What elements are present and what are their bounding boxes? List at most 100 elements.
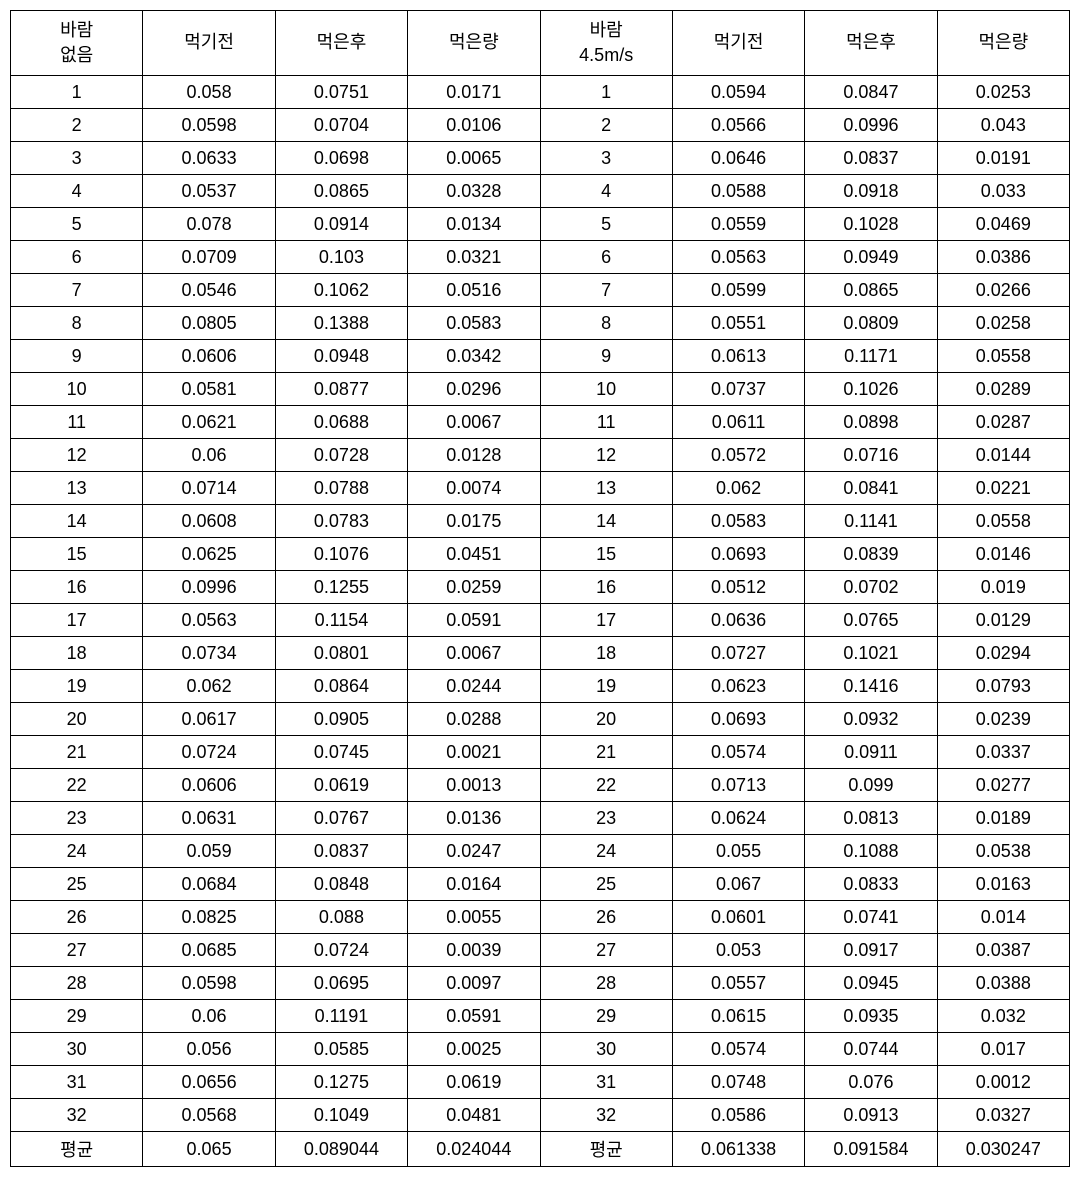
table-cell: 0.0128 bbox=[408, 439, 540, 472]
table-cell: 0.091584 bbox=[805, 1132, 937, 1167]
table-cell: 3 bbox=[540, 142, 672, 175]
table-cell: 22 bbox=[11, 769, 143, 802]
table-cell: 18 bbox=[11, 637, 143, 670]
table-cell: 0.0253 bbox=[937, 76, 1069, 109]
table-cell: 0.058 bbox=[143, 76, 275, 109]
table-cell: 0.030247 bbox=[937, 1132, 1069, 1167]
table-row: 290.060.11910.0591290.06150.09350.032 bbox=[11, 1000, 1070, 1033]
table-cell: 0.0247 bbox=[408, 835, 540, 868]
table-cell: 31 bbox=[540, 1066, 672, 1099]
table-cell: 0.0693 bbox=[672, 538, 804, 571]
table-row: 220.06060.06190.0013220.07130.0990.0277 bbox=[11, 769, 1070, 802]
table-cell: 0.024044 bbox=[408, 1132, 540, 1167]
table-cell: 0.0911 bbox=[805, 736, 937, 769]
table-cell: 22 bbox=[540, 769, 672, 802]
table-cell: 0.0801 bbox=[275, 637, 407, 670]
table-cell: 6 bbox=[11, 241, 143, 274]
table-cell: 0.1388 bbox=[275, 307, 407, 340]
table-row: 270.06850.07240.0039270.0530.09170.0387 bbox=[11, 934, 1070, 967]
table-row: 180.07340.08010.0067180.07270.10210.0294 bbox=[11, 637, 1070, 670]
table-row: 140.06080.07830.0175140.05830.11410.0558 bbox=[11, 505, 1070, 538]
table-cell: 0.0097 bbox=[408, 967, 540, 1000]
table-row: 80.08050.13880.058380.05510.08090.0258 bbox=[11, 307, 1070, 340]
table-cell: 0.0164 bbox=[408, 868, 540, 901]
table-cell: 0.0709 bbox=[143, 241, 275, 274]
table-cell: 14 bbox=[540, 505, 672, 538]
table-cell: 0.0551 bbox=[672, 307, 804, 340]
table-cell: 0.043 bbox=[937, 109, 1069, 142]
table-cell: 0.014 bbox=[937, 901, 1069, 934]
table-header-row: 바람없음먹기전먹은후먹은량바람4.5m/s먹기전먹은후먹은량 bbox=[11, 11, 1070, 76]
table-cell: 0.0684 bbox=[143, 868, 275, 901]
table-cell: 0.067 bbox=[672, 868, 804, 901]
table-cell: 0.0013 bbox=[408, 769, 540, 802]
table-cell: 28 bbox=[540, 967, 672, 1000]
table-cell: 0.0239 bbox=[937, 703, 1069, 736]
table-cell: 13 bbox=[540, 472, 672, 505]
table-cell: 0.0546 bbox=[143, 274, 275, 307]
table-cell: 0.0588 bbox=[672, 175, 804, 208]
column-header: 바람없음 bbox=[11, 11, 143, 76]
table-cell: 24 bbox=[540, 835, 672, 868]
table-cell: 0.0633 bbox=[143, 142, 275, 175]
table-cell: 32 bbox=[540, 1099, 672, 1132]
table-cell: 0.0617 bbox=[143, 703, 275, 736]
table-cell: 19 bbox=[540, 670, 672, 703]
table-cell: 0.0636 bbox=[672, 604, 804, 637]
table-cell: 0.0386 bbox=[937, 241, 1069, 274]
column-header: 바람4.5m/s bbox=[540, 11, 672, 76]
table-cell: 0.0129 bbox=[937, 604, 1069, 637]
table-cell: 0.0055 bbox=[408, 901, 540, 934]
table-cell: 0.0606 bbox=[143, 340, 275, 373]
table-cell: 23 bbox=[540, 802, 672, 835]
table-cell: 0.0737 bbox=[672, 373, 804, 406]
table-cell: 0.062 bbox=[672, 472, 804, 505]
table-cell: 0.0106 bbox=[408, 109, 540, 142]
table-cell: 29 bbox=[11, 1000, 143, 1033]
table-cell: 0.1255 bbox=[275, 571, 407, 604]
table-cell: 11 bbox=[11, 406, 143, 439]
table-cell: 0.0693 bbox=[672, 703, 804, 736]
table-cell: 0.0136 bbox=[408, 802, 540, 835]
table-cell: 0.0783 bbox=[275, 505, 407, 538]
table-row: 320.05680.10490.0481320.05860.09130.0327 bbox=[11, 1099, 1070, 1132]
table-cell: 0.0144 bbox=[937, 439, 1069, 472]
table-cell: 0.1141 bbox=[805, 505, 937, 538]
table-cell: 0.0613 bbox=[672, 340, 804, 373]
table-cell: 6 bbox=[540, 241, 672, 274]
table-cell: 0.0294 bbox=[937, 637, 1069, 670]
column-header: 먹은량 bbox=[937, 11, 1069, 76]
table-cell: 0.0566 bbox=[672, 109, 804, 142]
table-cell: 0.0568 bbox=[143, 1099, 275, 1132]
table-cell: 0.0288 bbox=[408, 703, 540, 736]
table-cell: 0.076 bbox=[805, 1066, 937, 1099]
table-cell: 0.0175 bbox=[408, 505, 540, 538]
table-cell: 0.0563 bbox=[143, 604, 275, 637]
table-cell: 0.0914 bbox=[275, 208, 407, 241]
table-cell: 0.0327 bbox=[937, 1099, 1069, 1132]
table-cell: 0.0932 bbox=[805, 703, 937, 736]
table-cell: 0.1275 bbox=[275, 1066, 407, 1099]
table-cell: 20 bbox=[11, 703, 143, 736]
table-cell: 0.0189 bbox=[937, 802, 1069, 835]
table-cell: 0.0146 bbox=[937, 538, 1069, 571]
table-cell: 23 bbox=[11, 802, 143, 835]
table-row: 70.05460.10620.051670.05990.08650.0266 bbox=[11, 274, 1070, 307]
table-cell: 0.0805 bbox=[143, 307, 275, 340]
table-cell: 0.1062 bbox=[275, 274, 407, 307]
table-cell: 0.0877 bbox=[275, 373, 407, 406]
table-cell: 0.0221 bbox=[937, 472, 1069, 505]
table-cell: 0.0695 bbox=[275, 967, 407, 1000]
table-cell: 0.033 bbox=[937, 175, 1069, 208]
table-cell: 0.0714 bbox=[143, 472, 275, 505]
table-cell: 0.0685 bbox=[143, 934, 275, 967]
table-cell: 0.0619 bbox=[275, 769, 407, 802]
table-cell: 0.0905 bbox=[275, 703, 407, 736]
table-cell: 평균 bbox=[540, 1132, 672, 1167]
table-cell: 0.0996 bbox=[143, 571, 275, 604]
table-row: 90.06060.09480.034290.06130.11710.0558 bbox=[11, 340, 1070, 373]
table-cell: 0.0538 bbox=[937, 835, 1069, 868]
table-cell: 0.0039 bbox=[408, 934, 540, 967]
table-cell: 0.0945 bbox=[805, 967, 937, 1000]
table-cell: 0.0864 bbox=[275, 670, 407, 703]
